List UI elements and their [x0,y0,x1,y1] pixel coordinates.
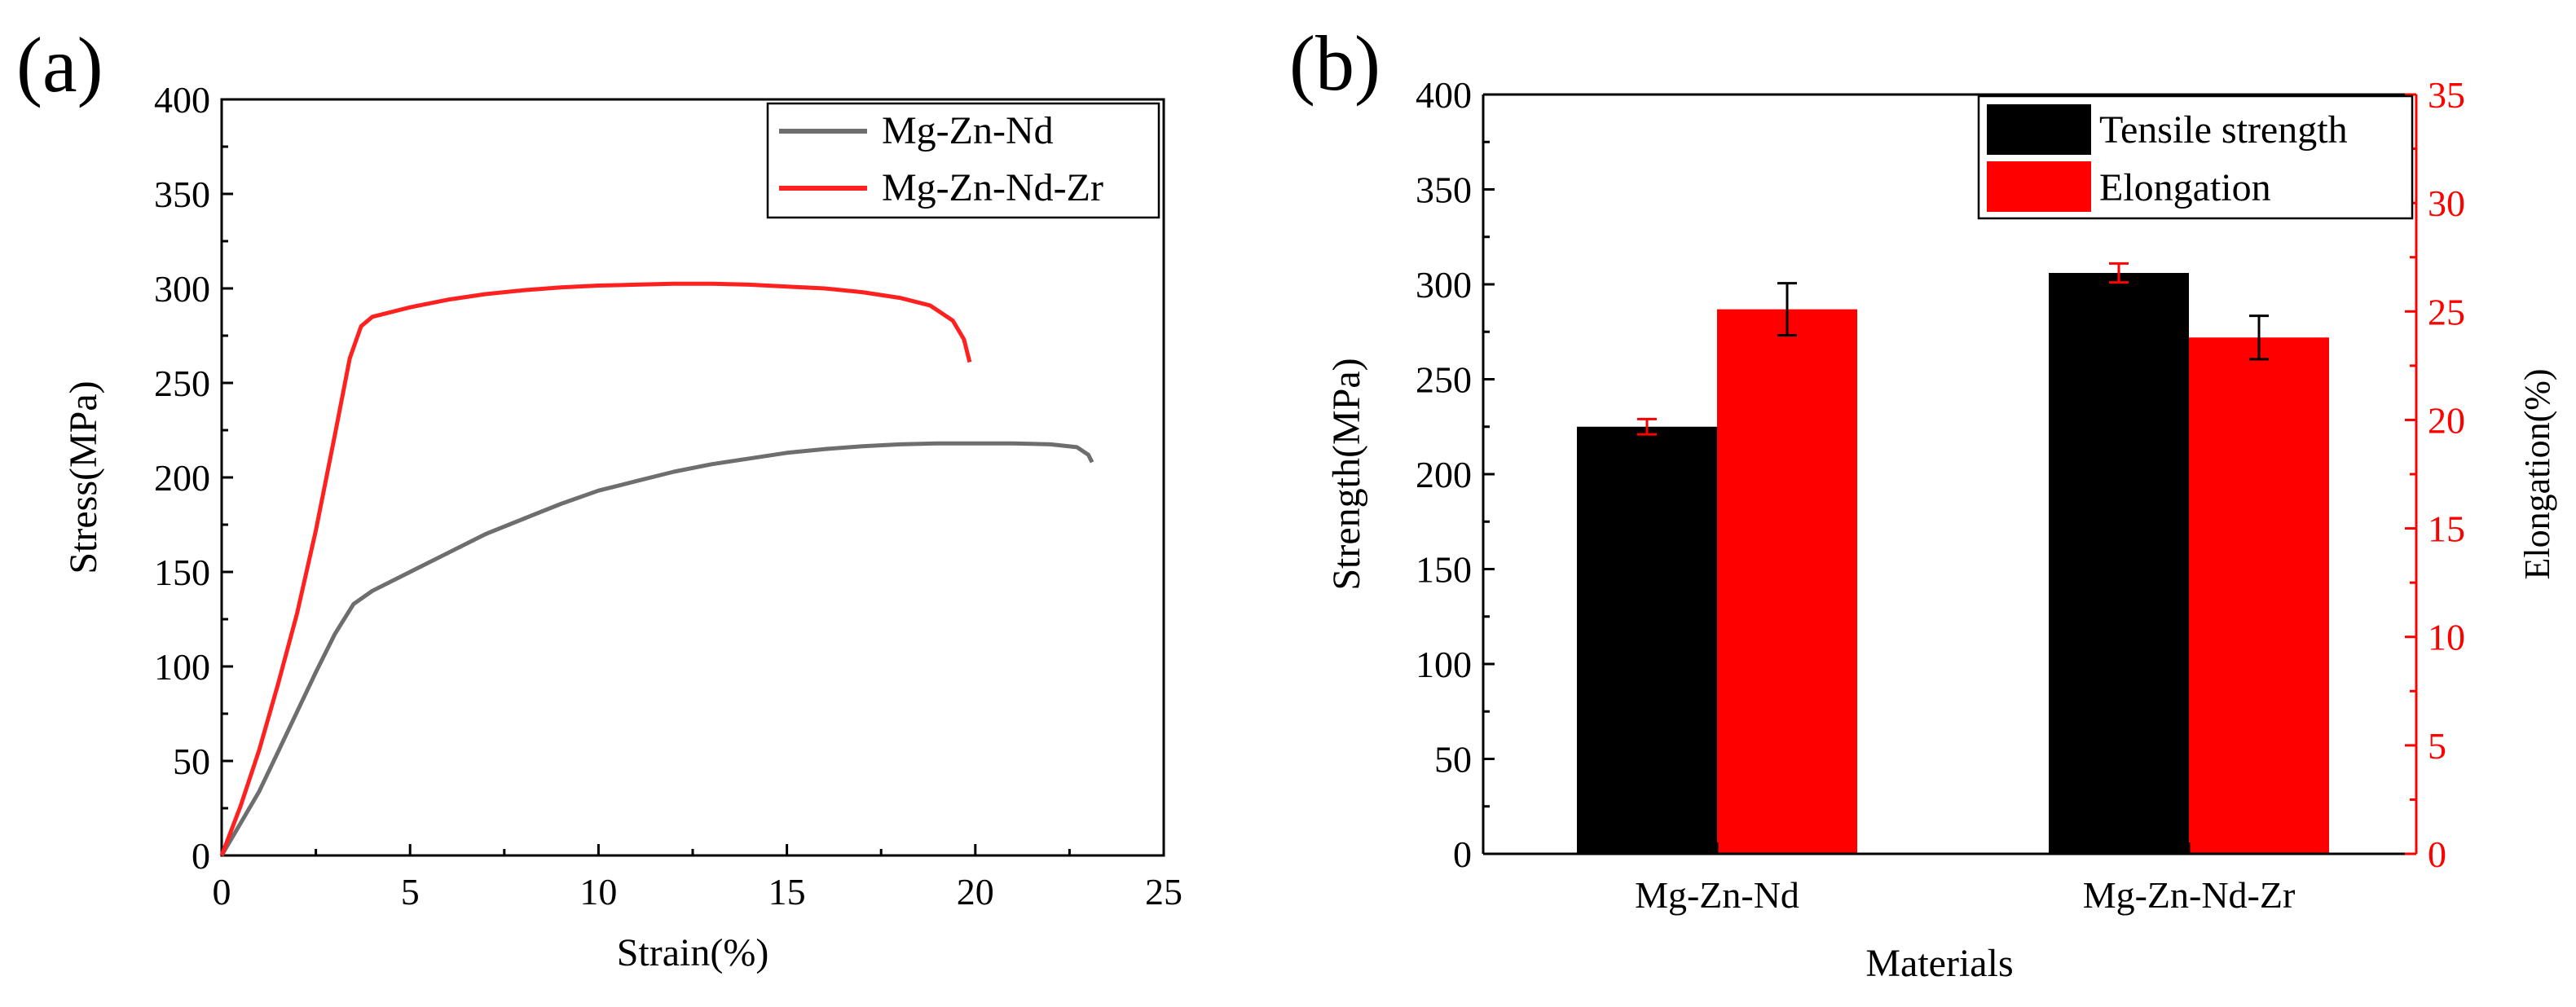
panel-a-y-tick-label: 250 [154,363,210,404]
panel-b-label: (b) [1289,20,1380,107]
panel-a-label: (a) [16,21,103,108]
panel-b-category-label: Mg-Zn-Nd [1635,874,1799,916]
panel-b-ticks: 0 50 100 150 200 250 300 350 400 0 5 10 15 20 25 30 35 Mg… [1416,74,2465,916]
panel-b-y2-tick-label: 30 [2428,182,2465,224]
panel-a-y-tick-label: 350 [154,174,210,215]
panel-a-y-tick-label: 400 [154,79,210,121]
series-line-1 [219,281,972,856]
panel-b-y-tick-label: 200 [1416,454,1472,495]
panel-b-y-tick-label: 350 [1416,169,1472,211]
panel-a-y-tick-label: 0 [192,835,210,877]
panel-b-y2-tick-label: 15 [2428,508,2465,550]
bar-elongation [2189,337,2329,854]
panel-a-x-tick-label: 25 [1145,871,1182,912]
panel-a-y-axis-label: Stress(MPa) [62,380,105,574]
legend-swatch-elongation [1987,161,2091,212]
panel-b-y-tick-label: 0 [1453,833,1472,875]
panel-b-y-axis-label: Strength(MPa) [1325,358,1368,590]
panel-b-y-tick-label: 400 [1416,74,1472,116]
panel-a-y-tick-label: 100 [154,646,210,688]
bar-tensile-strength [1577,426,1717,854]
panel-b-y-tick-label: 150 [1416,549,1472,591]
bar-elongation [1717,309,1857,854]
panel-b-y-tick-label: 100 [1416,644,1472,685]
panel-b-y2-tick-label: 0 [2428,833,2446,875]
panel-b-category-label: Mg-Zn-Nd-Zr [2083,874,2296,916]
bar-tensile-strength [2049,273,2189,854]
panel-a-y-tick-label: 300 [154,268,210,310]
panel-b-bars [1577,262,2329,854]
panel-a-series [219,281,1094,857]
panel-a-legend: Mg-Zn-Nd Mg-Zn-Nd-Zr [766,102,1160,219]
legend-label-tensile-strength: Tensile strength [2099,108,2348,152]
legend-label-mg-zn-nd-zr: Mg-Zn-Nd-Zr [882,166,1103,209]
panel-b-y-tick-label: 250 [1416,359,1472,401]
panel-a-legend-box [766,102,1160,219]
panel-b-y2-tick-label: 25 [2428,291,2465,332]
panel-b-x-axis-label: Materials [1865,942,2013,985]
panel-b: (b) 0 50 100 150 200 250 300 350 400 0 5 10 15 20 25 30… [1289,20,2557,985]
panel-b-legend: Tensile strength Elongation [1977,95,2414,220]
panel-b-y2-tick-label: 35 [2428,74,2465,116]
legend-swatch-tensile-strength [1987,104,2091,155]
panel-b-y2-tick-label: 10 [2428,617,2465,658]
panel-a-x-tick-label: 5 [401,871,420,912]
panel-b-y2-tick-label: 20 [2428,399,2465,441]
panel-a-y-tick-label: 150 [154,552,210,593]
panel-a-x-tick-label: 0 [213,871,231,912]
panel-a-x-tick-label: 10 [579,871,617,912]
panel-a-x-tick-label: 20 [957,871,994,912]
panel-a-x-tick-label: 15 [768,871,806,912]
series-line-0 [219,441,1094,857]
panel-b-y2-axis-label: Elongation(%) [2517,368,2557,579]
panel-a-x-axis-label: Strain(%) [617,931,769,974]
panel-b-y-tick-label: 50 [1434,739,1472,781]
legend-label-mg-zn-nd: Mg-Zn-Nd [882,109,1054,152]
panel-a-y-tick-label: 50 [173,741,210,782]
panel-b-y-tick-label: 300 [1416,264,1472,306]
panel-a-y-tick-label: 200 [154,457,210,499]
legend-label-elongation: Elongation [2099,166,2271,209]
panel-b-y2-tick-label: 5 [2428,725,2446,767]
